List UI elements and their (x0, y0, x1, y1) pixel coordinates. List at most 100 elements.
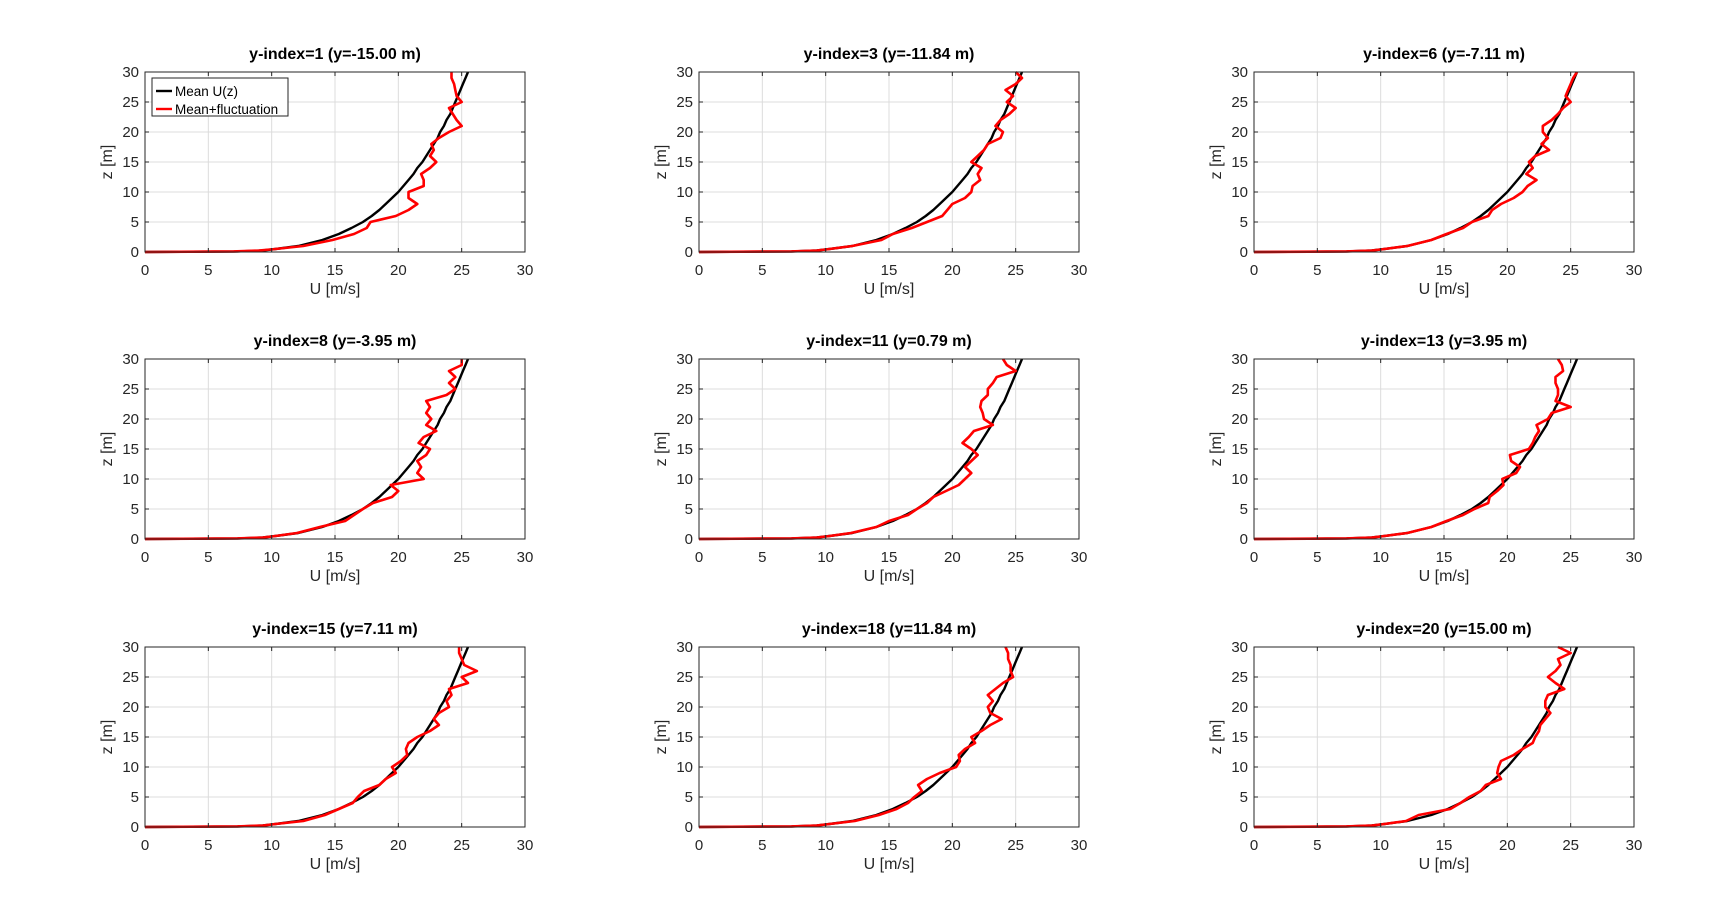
y-tick-label: 30 (1231, 639, 1248, 656)
y-tick-label: 20 (676, 699, 693, 716)
y-tick-label: 30 (676, 64, 693, 81)
x-tick-label: 25 (453, 549, 470, 566)
subplot-title: y-index=18 (y=11.84 m) (802, 621, 976, 638)
y-tick-label: 30 (676, 639, 693, 656)
x-tick-label: 15 (881, 549, 898, 566)
y-tick-label: 10 (676, 759, 693, 776)
y-tick-label: 25 (1231, 94, 1248, 111)
y-tick-label: 0 (1240, 819, 1248, 836)
x-tick-label: 5 (1313, 549, 1321, 566)
y-tick-label: 30 (676, 351, 693, 368)
x-tick-label: 25 (1562, 549, 1579, 566)
x-tick-label: 0 (1250, 262, 1258, 279)
x-tick-label: 0 (141, 262, 149, 279)
x-axis-label: U [m/s] (1419, 856, 1470, 873)
legend-box (151, 77, 289, 117)
y-tick-label: 10 (1231, 471, 1248, 488)
series-mean-plus-fluctuation (144, 359, 464, 541)
x-tick-label: 5 (204, 837, 212, 854)
x-tick-label: 20 (390, 837, 407, 854)
x-tick-label: 5 (1313, 837, 1321, 854)
x-tick-label: 10 (817, 549, 834, 566)
x-tick-label: 10 (263, 549, 280, 566)
y-tick-label: 0 (131, 531, 139, 548)
x-tick-label: 30 (1071, 549, 1088, 566)
subplot-title: y-index=13 (y=3.95 m) (1361, 333, 1527, 350)
y-tick-label: 5 (1240, 214, 1248, 231)
x-tick-label: 5 (204, 262, 212, 279)
y-axis-label: z [m] (99, 720, 116, 755)
y-tick-label: 30 (1231, 64, 1248, 81)
y-tick-label: 20 (676, 411, 693, 428)
x-tick-label: 15 (881, 837, 898, 854)
series-mean-plus-fluctuation (1253, 71, 1579, 254)
y-tick-label: 0 (685, 819, 693, 836)
x-axis-label: U [m/s] (1419, 568, 1470, 585)
series-mean-plus-fluctuation (698, 358, 1018, 541)
y-tick-label: 0 (685, 244, 693, 261)
x-axis-label: U [m/s] (864, 568, 915, 585)
y-tick-label: 25 (676, 94, 693, 111)
x-tick-label: 20 (944, 837, 961, 854)
subplot-7: 0 5 10 15 20 25 30 0 5 10 15 20 25 30 y-index=15 (y=7.… (99, 621, 533, 873)
y-tick-label: 15 (676, 154, 693, 171)
y-axis-label: z [m] (653, 720, 670, 755)
x-tick-label: 10 (817, 837, 834, 854)
subplot-3: 0 5 10 15 20 25 30 0 5 10 15 20 25 30 y-index=6 (y=-7.… (1208, 46, 1642, 298)
x-tick-label: 20 (944, 262, 961, 279)
y-tick-label: 15 (676, 729, 693, 746)
x-axis-label: U [m/s] (310, 856, 361, 873)
y-tick-label: 10 (1231, 759, 1248, 776)
y-tick-label: 25 (122, 669, 139, 686)
y-tick-label: 10 (122, 184, 139, 201)
x-tick-label: 5 (758, 837, 766, 854)
x-tick-label: 10 (263, 837, 280, 854)
x-tick-label: 0 (695, 549, 703, 566)
x-tick-label: 15 (1436, 549, 1453, 566)
y-tick-label: 10 (676, 184, 693, 201)
x-tick-label: 25 (453, 837, 470, 854)
y-tick-label: 20 (1231, 124, 1248, 141)
x-tick-label: 15 (1436, 837, 1453, 854)
x-axis-label: U [m/s] (310, 281, 361, 298)
y-tick-label: 5 (685, 501, 693, 518)
y-tick-label: 0 (1240, 531, 1248, 548)
subplot-6: 0 5 10 15 20 25 30 0 5 10 15 20 25 30 y-index=13 (y=3.… (1208, 333, 1642, 585)
subplot-title: y-index=15 (y=7.11 m) (252, 621, 417, 638)
x-tick-label: 0 (141, 837, 149, 854)
y-axis-label: z [m] (99, 432, 116, 467)
x-tick-label: 30 (1626, 837, 1643, 854)
y-tick-label: 10 (1231, 184, 1248, 201)
y-tick-label: 30 (122, 64, 139, 81)
x-tick-label: 0 (141, 549, 149, 566)
x-tick-label: 30 (1626, 262, 1643, 279)
series-mean-plus-fluctuation (698, 646, 1015, 829)
y-tick-label: 5 (131, 789, 139, 806)
y-tick-label: 10 (122, 759, 139, 776)
y-tick-label: 25 (122, 381, 139, 398)
x-tick-label: 5 (758, 262, 766, 279)
x-tick-label: 20 (1499, 837, 1516, 854)
y-axis-label: z [m] (653, 145, 670, 180)
subplot-title: y-index=20 (y=15.00 m) (1356, 621, 1531, 638)
y-axis-label: z [m] (1208, 432, 1225, 467)
y-tick-label: 25 (122, 94, 139, 111)
x-tick-label: 10 (263, 262, 280, 279)
x-tick-label: 10 (1372, 837, 1389, 854)
subplot-5: 0 5 10 15 20 25 30 0 5 10 15 20 25 30 y-index=11 (y=0.… (653, 333, 1087, 585)
y-tick-label: 10 (122, 471, 139, 488)
x-tick-label: 25 (1007, 549, 1024, 566)
y-tick-label: 20 (122, 699, 139, 716)
y-tick-label: 0 (685, 531, 693, 548)
x-axis-label: U [m/s] (864, 281, 915, 298)
y-tick-label: 20 (676, 124, 693, 141)
x-tick-label: 25 (1562, 262, 1579, 279)
y-tick-label: 15 (1231, 441, 1248, 458)
y-tick-label: 0 (1240, 244, 1248, 261)
x-tick-label: 30 (1071, 837, 1088, 854)
y-tick-label: 15 (122, 441, 139, 458)
subplot-title: y-index=11 (y=0.79 m) (806, 333, 971, 350)
y-axis-label: z [m] (99, 145, 116, 180)
series-mean-plus-fluctuation (1253, 358, 1572, 541)
